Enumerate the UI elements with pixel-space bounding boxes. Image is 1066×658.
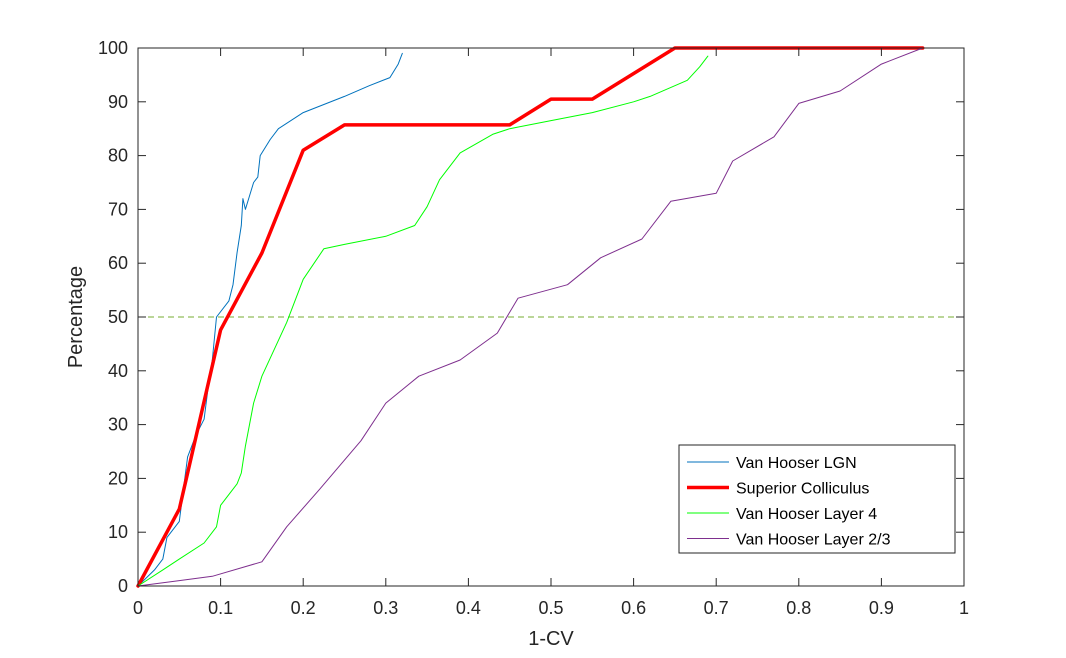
y-tick-label: 100 — [98, 38, 128, 58]
y-tick-label: 50 — [108, 307, 128, 327]
legend-label-1: Van Hooser LGN — [736, 455, 857, 472]
legend: Van Hooser LGN Superior Colliculus Van Hoo… — [678, 444, 956, 554]
y-tick-label: 40 — [108, 361, 128, 381]
x-tick-label: 0.6 — [621, 598, 646, 618]
y-tick-label: 20 — [108, 468, 128, 488]
legend-label-2: Superior Colliculus — [736, 481, 869, 498]
series-line-4 — [137, 47, 924, 587]
y-tick-label: 0 — [118, 576, 128, 596]
x-axis: 0 0.1 0.2 0.3 0.4 0.5 0.6 0.7 0.8 0.9 1 — [133, 48, 969, 618]
series-line-3 — [137, 55, 709, 587]
legend-box — [678, 444, 956, 554]
legend-label-3: Van Hooser Layer 4 — [736, 506, 877, 523]
y-axis-title: Percentage — [65, 266, 87, 368]
x-axis-title: 1-CV — [528, 628, 574, 650]
x-tick-label: 1 — [959, 598, 969, 618]
y-tick-label: 60 — [108, 253, 128, 273]
y-tick-label: 70 — [108, 199, 128, 219]
y-tick-label: 10 — [108, 522, 128, 542]
y-tick-label: 90 — [108, 92, 128, 112]
x-tick-label: 0.5 — [538, 598, 563, 618]
x-tick-label: 0.3 — [373, 598, 398, 618]
y-tick-label: 80 — [108, 146, 128, 166]
y-axis: 0 10 20 30 40 50 60 70 80 90 100 — [98, 38, 964, 596]
legend-label-4: Van Hooser Layer 2/3 — [736, 532, 891, 549]
x-tick-label: 0.7 — [704, 598, 729, 618]
x-tick-label: 0.1 — [208, 598, 233, 618]
x-tick-label: 0.4 — [456, 598, 481, 618]
x-tick-label: 0.9 — [869, 598, 894, 618]
series-line-2 — [136, 46, 925, 588]
y-tick-label: 30 — [108, 415, 128, 435]
series-layer — [136, 46, 925, 588]
x-tick-label: 0.8 — [786, 598, 811, 618]
x-tick-label: 0 — [133, 598, 143, 618]
x-tick-label: 0.2 — [291, 598, 316, 618]
